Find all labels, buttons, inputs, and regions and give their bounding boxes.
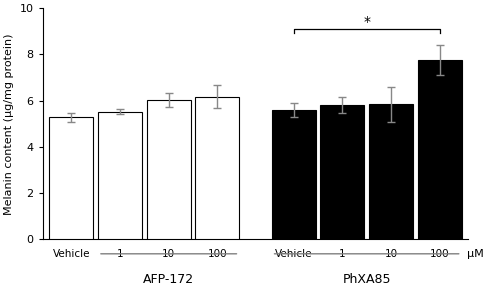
Text: μM: μM bbox=[467, 249, 484, 259]
Bar bbox=[98, 112, 142, 239]
Y-axis label: Melanin content (μg/mg protein): Melanin content (μg/mg protein) bbox=[4, 33, 14, 215]
Bar bbox=[320, 105, 365, 239]
Bar bbox=[195, 96, 240, 239]
Text: *: * bbox=[363, 14, 370, 29]
Text: PhXA85: PhXA85 bbox=[343, 273, 391, 286]
Text: AFP-172: AFP-172 bbox=[143, 273, 194, 286]
Bar bbox=[369, 104, 413, 239]
Bar bbox=[49, 117, 93, 239]
Bar bbox=[272, 111, 316, 239]
Bar bbox=[418, 60, 462, 239]
Bar bbox=[147, 100, 191, 239]
